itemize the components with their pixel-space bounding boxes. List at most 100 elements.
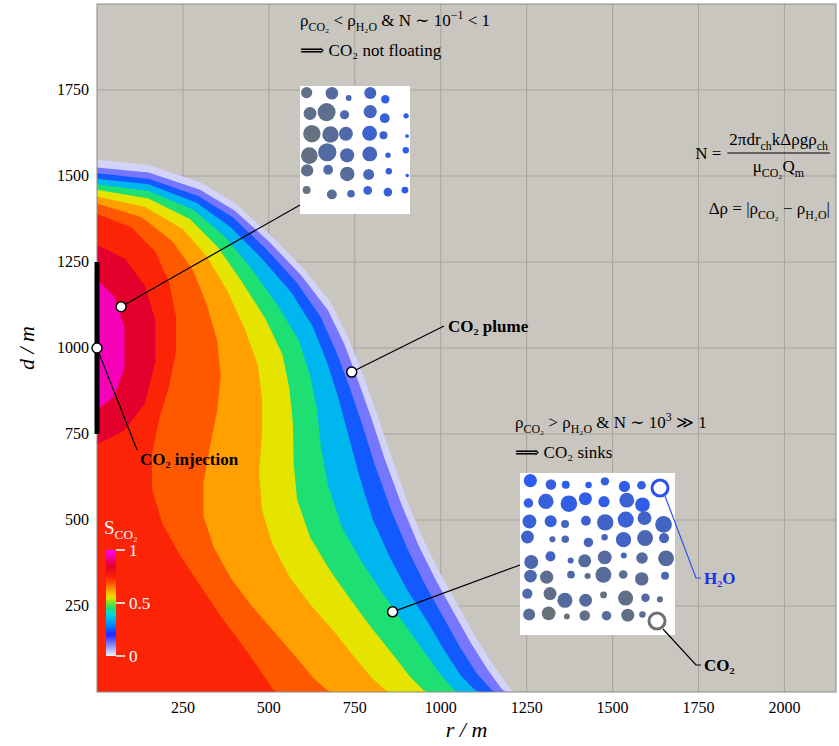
y-tick-label: 500	[65, 511, 89, 528]
y-tick-label: 1750	[57, 81, 89, 98]
text-piece: S	[104, 517, 115, 538]
colorbar-tick-label: 1	[129, 541, 138, 560]
pore	[658, 550, 674, 566]
plot-frame	[97, 4, 836, 692]
pore	[523, 515, 537, 529]
pore	[545, 551, 555, 561]
pore	[346, 95, 352, 101]
pore	[545, 515, 557, 527]
pore	[567, 571, 575, 579]
h2o-label: H₂O	[704, 569, 736, 588]
leader-line	[97, 348, 137, 450]
pore	[616, 532, 631, 547]
pore	[322, 126, 338, 142]
pore	[581, 516, 591, 526]
leader-line	[121, 205, 300, 307]
pore	[546, 479, 557, 490]
subscript: H₂O	[571, 422, 593, 436]
pore	[600, 591, 607, 598]
pore	[386, 168, 392, 174]
pore	[340, 167, 354, 181]
text-piece: ρ	[300, 11, 308, 30]
pore	[621, 609, 634, 622]
pore	[339, 127, 353, 141]
pore	[364, 105, 377, 118]
contour-band	[97, 184, 459, 692]
x-tick-label: 1250	[511, 699, 543, 716]
contour-band	[97, 160, 515, 693]
pore	[401, 187, 408, 194]
text-piece: − ρ	[779, 199, 806, 218]
pointer	[92, 343, 102, 353]
plot-area	[97, 160, 515, 693]
pore	[657, 596, 663, 602]
colorbar-tick	[116, 602, 125, 604]
pore	[578, 554, 591, 567]
text-piece: < ρ	[329, 11, 356, 30]
pore	[301, 87, 312, 98]
pore	[619, 570, 628, 579]
pore	[597, 514, 613, 530]
pore	[403, 147, 409, 153]
pore	[579, 610, 590, 621]
y-tick-label: 1500	[57, 167, 89, 184]
plot-background	[97, 4, 836, 692]
leader-line	[665, 496, 701, 578]
colorbar	[106, 550, 116, 656]
pore	[635, 572, 648, 585]
text-piece: & N ∼ 10	[592, 413, 666, 432]
pore	[601, 477, 609, 485]
contour-band	[97, 190, 428, 692]
y-tick-label: 750	[65, 425, 89, 442]
grid-line	[97, 176, 836, 177]
pore	[385, 153, 390, 158]
annotation: ρCO₂ < ρH₂O & N ∼ 10−1 < 1	[300, 8, 490, 34]
x-tick-label: 500	[257, 699, 281, 716]
text-piece: μ	[753, 157, 762, 176]
pore	[564, 614, 570, 620]
pore	[403, 113, 408, 118]
pore	[598, 496, 609, 507]
pore	[562, 481, 570, 489]
superscript: −1	[451, 8, 464, 22]
x-tick-label: 1500	[597, 699, 629, 716]
pore	[362, 147, 377, 162]
pore	[538, 494, 553, 509]
contour-band	[97, 179, 479, 692]
contour-band	[97, 173, 496, 692]
injection-label: CO₂ injection	[140, 450, 239, 469]
pore	[549, 536, 555, 542]
subscript: CO₂	[762, 166, 783, 180]
pore	[304, 107, 317, 120]
pore	[638, 511, 652, 525]
pore	[405, 174, 409, 178]
plume-label: CO₂ plume	[448, 317, 529, 336]
contour-band	[97, 167, 506, 692]
water-pore	[652, 480, 668, 496]
pore	[568, 557, 574, 563]
delta-rho: Δρ = |ρCO₂ − ρH₂O|	[709, 199, 830, 222]
x-tick-label: 250	[171, 699, 195, 716]
pore	[381, 95, 389, 103]
leader-line	[393, 565, 520, 612]
pore	[540, 570, 553, 583]
pore	[340, 110, 349, 119]
y-tick-label: 250	[65, 597, 89, 614]
pore	[363, 186, 372, 195]
colorbar-tick-label: 0.5	[129, 594, 150, 613]
text-piece: & N ∼ 10	[377, 11, 451, 30]
text-piece: |	[827, 199, 830, 218]
contour-band	[97, 245, 155, 444]
y-axis-title: d / m	[14, 326, 39, 370]
chart: 2505007501000125015001750200025050075010…	[0, 0, 839, 746]
pore	[641, 593, 650, 602]
pore	[601, 534, 607, 540]
pore	[562, 535, 569, 542]
pore	[602, 611, 612, 621]
subscript: ch	[761, 139, 772, 153]
pore	[579, 594, 592, 607]
pore	[303, 186, 311, 194]
pointer	[347, 367, 357, 377]
pore	[542, 606, 556, 620]
formula-numerator: 2πdrchkΔρgρch	[729, 130, 828, 153]
